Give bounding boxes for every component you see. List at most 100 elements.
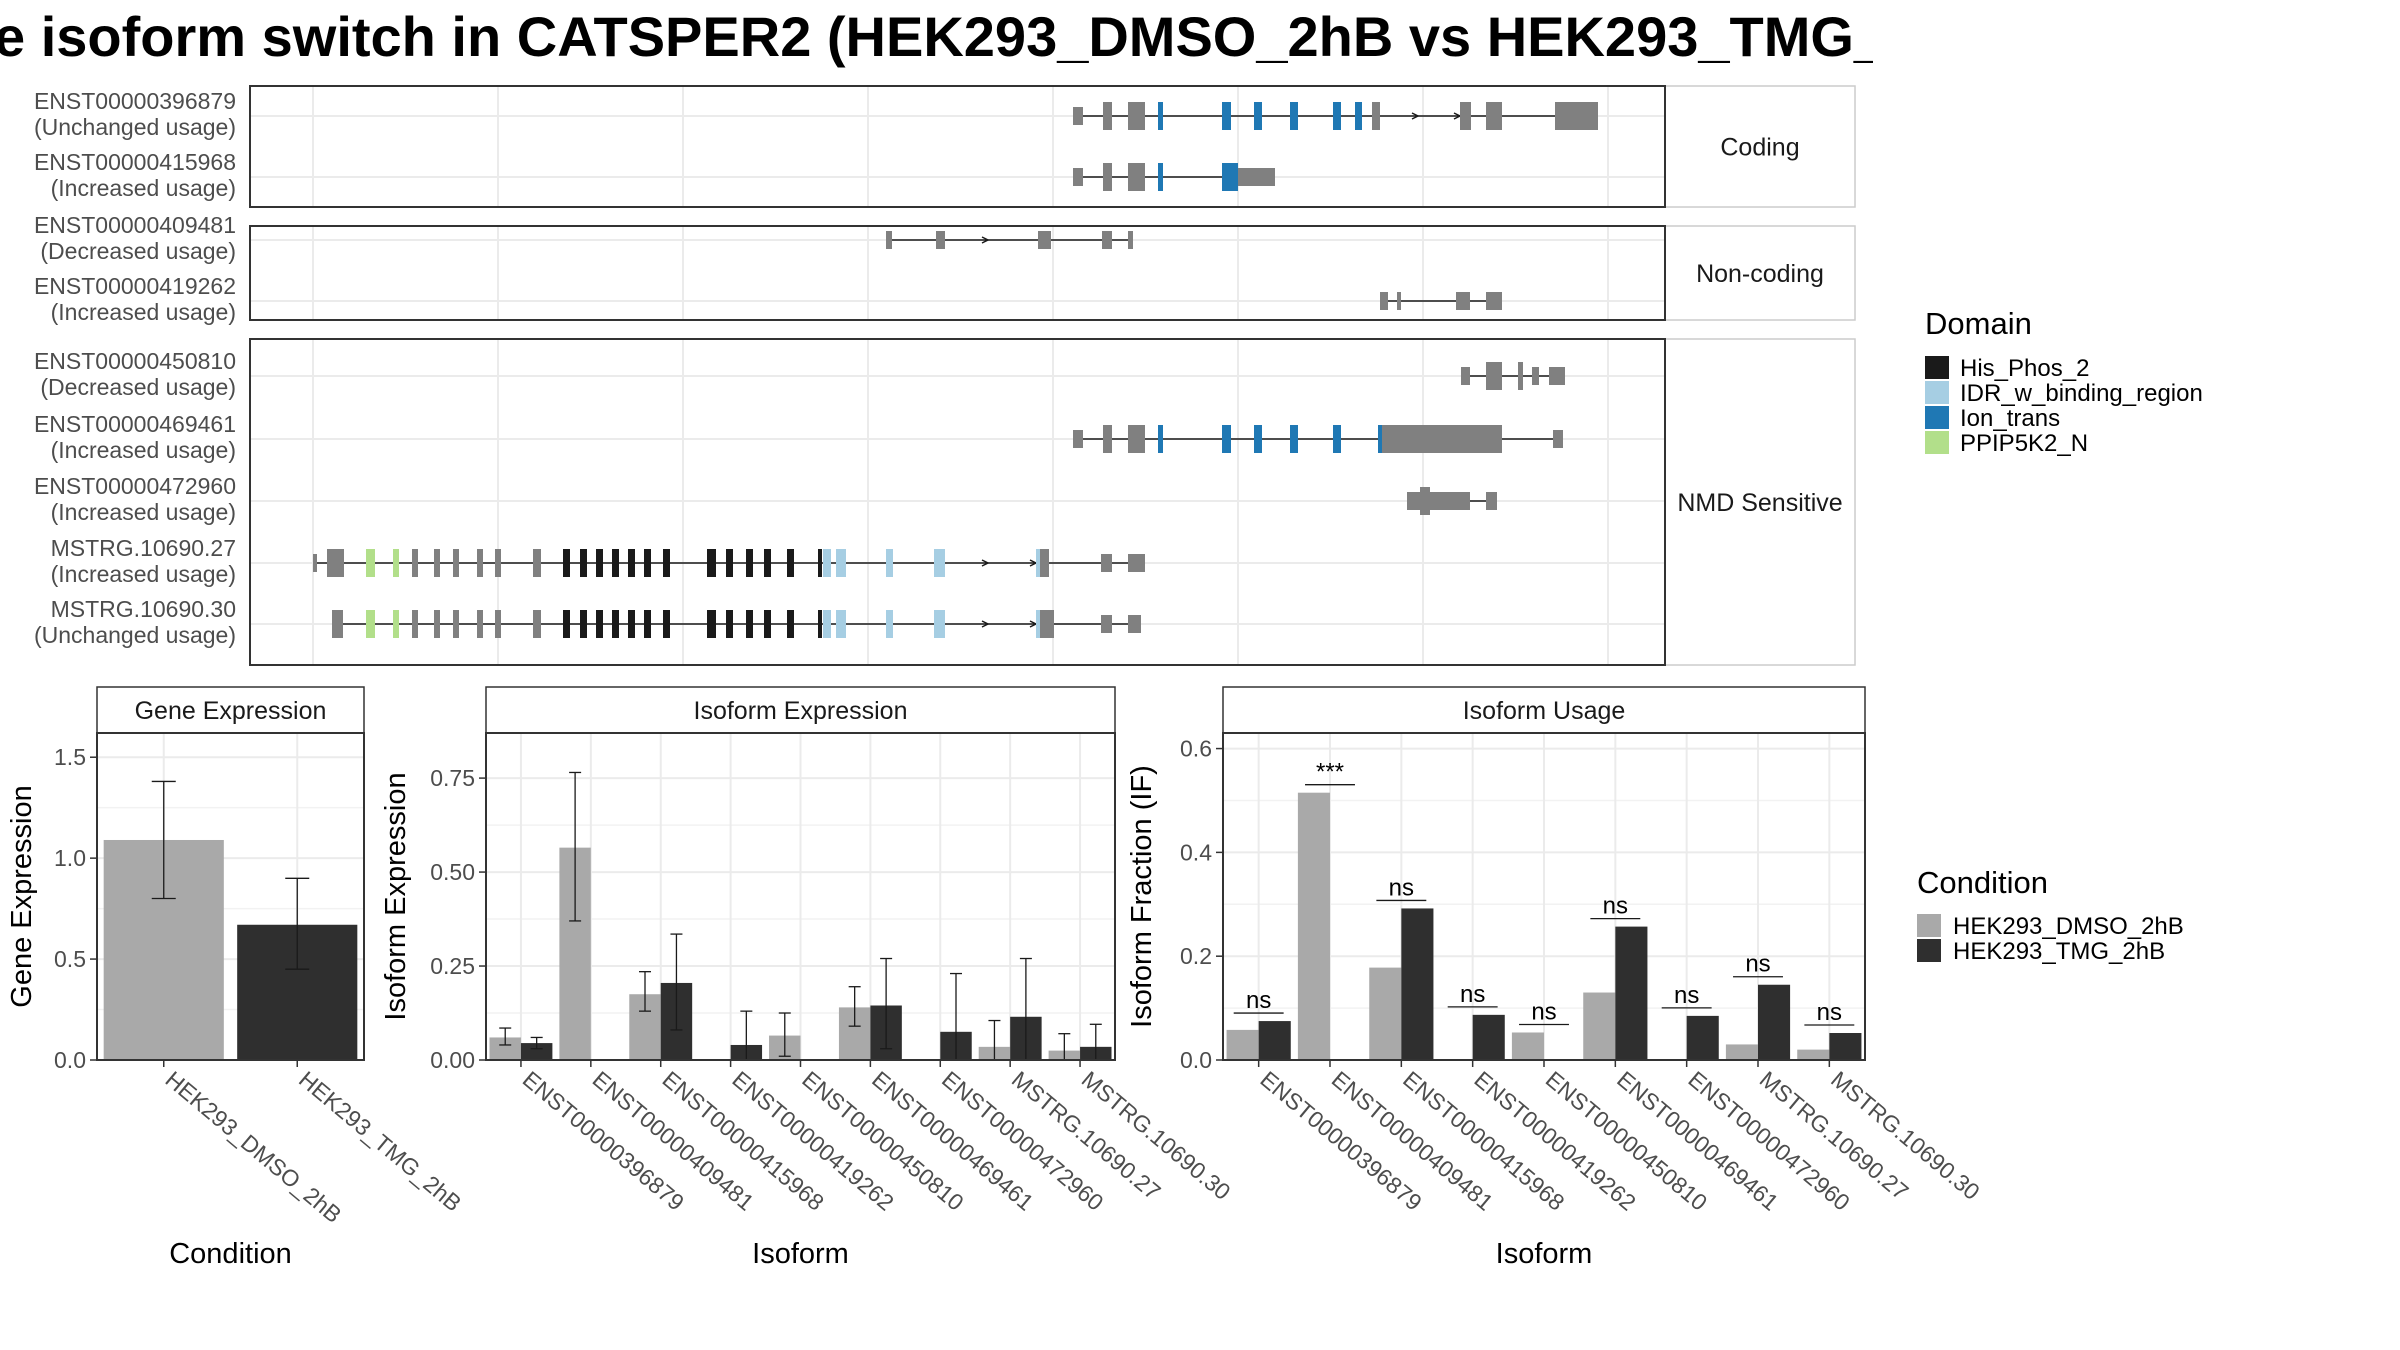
exon: [1532, 367, 1539, 385]
bar: [1797, 1049, 1830, 1060]
exon: [1407, 492, 1420, 510]
transcript-id-label: MSTRG.10690.27: [51, 535, 236, 561]
exon-domain-Ion_trans: [1222, 102, 1231, 130]
exon-domain-IDR_w_binding_region: [823, 610, 831, 638]
exon: [477, 610, 483, 638]
exon-domain-His_Phos_2: [764, 549, 771, 577]
figure-title: e isoform switch in CATSPER2 (HEK293_DMS…: [0, 5, 1932, 68]
exon: [477, 549, 483, 577]
exon-domain-Ion_trans: [1378, 425, 1382, 453]
exon: [327, 549, 344, 577]
exon: [1372, 102, 1380, 130]
exon: [1073, 430, 1083, 448]
y-tick-label: 0.4: [1180, 839, 1212, 865]
bar: [489, 1037, 521, 1060]
facet-strip-label: Non-coding: [1696, 260, 1824, 288]
exon: [1040, 549, 1049, 577]
transcript-id-label: ENST00000419262: [34, 273, 236, 299]
exon: [1486, 362, 1502, 390]
legend-key-PPIP5K2_N: [1925, 431, 1949, 454]
transcript-usage-label: (Unchanged usage): [34, 114, 236, 140]
bar: [1829, 1033, 1862, 1060]
legend-label: His_Phos_2: [1960, 355, 2089, 382]
exon-domain-His_Phos_2: [596, 610, 603, 638]
exon-domain-His_Phos_2: [726, 610, 733, 638]
exon-domain-PPIP5K2_N: [366, 610, 375, 638]
facet-strip: [1664, 225, 1856, 321]
plot-border: [96, 732, 365, 1061]
transcript-usage-label: (Unchanged usage): [34, 622, 236, 648]
facet-strip-label: NMD Sensitive: [1677, 489, 1842, 517]
exon: [1430, 492, 1470, 510]
y-tick-label: 1.0: [54, 845, 86, 871]
chart-title: Gene Expression: [135, 697, 327, 725]
transcript-usage-label: (Increased usage): [51, 561, 236, 587]
bar: [1226, 1029, 1259, 1060]
exon-domain-His_Phos_2: [628, 610, 635, 638]
y-tick-label: 0.0: [1180, 1047, 1212, 1073]
exon-domain-IDR_w_binding_region: [836, 549, 846, 577]
exon-domain-IDR_w_binding_region: [886, 549, 893, 577]
bar: [1615, 926, 1648, 1060]
exon: [1128, 425, 1145, 453]
exon-domain-Ion_trans: [1254, 425, 1262, 453]
transcript-panel-bg: [250, 86, 1665, 207]
y-axis-title: Isoform Expression: [380, 772, 412, 1020]
exon-domain-His_Phos_2: [726, 549, 733, 577]
exon-domain-His_Phos_2: [707, 549, 716, 577]
exon: [1420, 487, 1430, 515]
y-tick-label: 0.5: [54, 946, 86, 972]
exon-domain-His_Phos_2: [818, 549, 822, 577]
significance-label: ns: [1745, 951, 1770, 978]
exon: [1103, 102, 1112, 130]
y-tick-label: 0.2: [1180, 943, 1212, 969]
exon: [1128, 163, 1145, 191]
exon-domain-His_Phos_2: [787, 549, 794, 577]
exon-domain-Ion_trans: [1158, 102, 1163, 130]
isoform-usage-chart: Isoform Usage ns *** ns ns ns ns ns ns ns 0.0 0.2 0.…: [1126, 686, 1985, 1270]
exon-domain-IDR_w_binding_region: [823, 549, 831, 577]
y-axis-title: Gene Expression: [6, 785, 38, 1007]
exon: [1456, 292, 1470, 310]
exon-domain-His_Phos_2: [663, 549, 670, 577]
transcript-usage-label: (Decreased usage): [40, 238, 236, 264]
significance-label: ***: [1316, 759, 1344, 786]
legend-label: HEK293_TMG_2hB: [1953, 938, 2165, 965]
exon-domain-IDR_w_binding_region: [836, 610, 846, 638]
bar: [520, 1043, 553, 1060]
title-clip-mask: [1873, 0, 2400, 78]
bar: [1583, 992, 1616, 1060]
legend-key-HEK293_DMSO_2hB: [1917, 914, 1941, 937]
exon: [495, 610, 501, 638]
legend-key-HEK293_TMG_2hB: [1917, 939, 1941, 962]
transcript-id-label: ENST00000450810: [34, 348, 236, 374]
legend-key-IDR_w_binding_region: [1925, 381, 1949, 404]
facet-strip: [485, 686, 1116, 734]
transcript-panel-bg: [250, 226, 1665, 320]
panel-border: [249, 338, 1666, 666]
y-tick-label: 0.75: [430, 765, 475, 791]
exon-domain-His_Phos_2: [787, 610, 794, 638]
y-tick-label: 0.25: [430, 953, 475, 979]
exon: [1101, 615, 1112, 633]
exon: [1073, 107, 1083, 125]
facet-strip: [1664, 338, 1856, 666]
bar: [1758, 984, 1791, 1060]
legend-label: PPIP5K2_N: [1960, 430, 2088, 457]
y-tick-label: 0.0: [54, 1047, 86, 1073]
exon-domain-His_Phos_2: [764, 610, 771, 638]
condition-legend-title: Condition: [1917, 865, 2048, 900]
exon-domain-His_Phos_2: [746, 549, 753, 577]
exon-domain-Ion_trans: [1158, 425, 1163, 453]
exon-domain-PPIP5K2_N: [366, 549, 375, 577]
exon: [495, 549, 501, 577]
exon: [434, 610, 440, 638]
x-axis-title: Isoform: [1496, 1238, 1593, 1270]
panel-border: [249, 85, 1666, 208]
exon-domain-Ion_trans: [1222, 425, 1231, 453]
exon: [1040, 610, 1054, 638]
significance-label: ns: [1603, 893, 1628, 920]
bar: [1686, 1015, 1719, 1060]
exon-domain-Ion_trans: [1222, 163, 1238, 191]
